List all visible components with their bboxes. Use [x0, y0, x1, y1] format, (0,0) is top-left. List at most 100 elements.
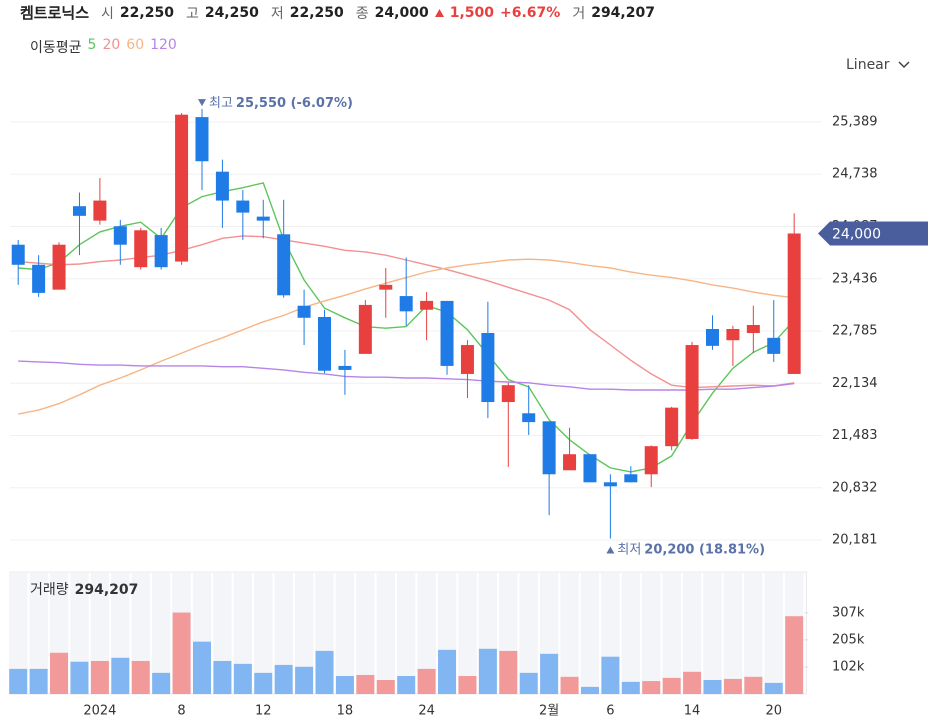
volume-tick-label: 307k [832, 605, 865, 620]
chevron[interactable] [897, 61, 910, 69]
annotation-value: 20,200 (18.81%) [644, 542, 765, 557]
volume-column [560, 573, 579, 694]
volume-bar [376, 679, 395, 694]
volume-bar [192, 641, 211, 694]
volume-column [254, 573, 273, 694]
legend-entry: 5 [87, 37, 97, 53]
volume-column [662, 573, 681, 694]
annotation: 최고 25,550 (-6.07%) [209, 96, 353, 111]
x-tick-label: 14 [684, 704, 701, 719]
quote-value: 24,250 [204, 4, 259, 21]
volume-bar [438, 649, 457, 694]
last-price-label: 24,000 [832, 226, 881, 242]
volume-column [682, 573, 702, 694]
candle-body [277, 234, 291, 296]
candle-body [460, 345, 474, 374]
quote-label: 거 [572, 5, 586, 22]
legend-entry: 20 [102, 37, 121, 53]
y-tick-label: 23,436 [832, 271, 878, 286]
volume-bar [560, 676, 579, 694]
y-tick-label: 25,389 [832, 114, 878, 129]
volume-bar [478, 648, 497, 694]
candle-body [113, 226, 127, 245]
candle-body [215, 171, 229, 201]
volume-column [580, 573, 600, 694]
volume-bar [111, 657, 130, 694]
volume-bar [254, 672, 273, 694]
volume-column [396, 573, 416, 694]
candle-body [522, 413, 536, 423]
candle-body [175, 114, 189, 262]
volume-column [417, 573, 436, 694]
candle-body [72, 206, 86, 216]
x-tick-label: 6 [606, 704, 614, 719]
last-price-tag [818, 221, 928, 246]
candle-body [154, 235, 168, 268]
volume-column [723, 573, 743, 694]
volume-bar [172, 612, 191, 694]
candle-body [481, 333, 495, 403]
volume-tick-label: 205k [832, 632, 865, 647]
candle-body [685, 345, 699, 439]
quote-header: 켐트로닉스 시 22,250 고 24,250 저 22,250 종 24,000 1,500 +… [20, 2, 655, 23]
volume-bar [540, 653, 559, 694]
quote-value: 294,207 [591, 4, 655, 21]
price-change: 1,500 [449, 4, 494, 21]
volume-bar [29, 668, 48, 694]
stock-name: 켐트로닉스 [20, 4, 90, 22]
volume-bar [233, 663, 252, 694]
x-tick-label: 2월 [539, 704, 559, 719]
quote-label: 시 [101, 5, 114, 22]
volume-bar [417, 668, 436, 694]
x-tick-label: 12 [255, 704, 272, 719]
y-tick-label: 22,785 [832, 324, 878, 339]
volume-bar [152, 672, 171, 694]
candle-body [256, 216, 270, 221]
volume-bar [499, 650, 518, 694]
volume-bar [274, 664, 293, 694]
candle-body [93, 200, 107, 221]
y-tick-label: 24,738 [832, 167, 878, 182]
volume-bar [397, 676, 416, 694]
candle-body [195, 117, 209, 162]
volume-bar [580, 686, 599, 694]
volume-bar [642, 681, 661, 694]
volume-bar [662, 677, 681, 694]
volume-title: 거래량 294,207 [30, 582, 138, 598]
volume-column [458, 573, 477, 694]
volume-bar [356, 674, 375, 694]
candle-body [726, 328, 740, 341]
volume-column [519, 573, 538, 694]
candle-body [11, 244, 25, 265]
volume-bar [601, 656, 620, 694]
quote-label: 저 [270, 5, 284, 22]
candle-body [358, 304, 372, 354]
up-arrow [434, 8, 444, 17]
volume-column [642, 573, 661, 694]
volume-bar [213, 660, 232, 694]
candle-body [32, 264, 46, 293]
y-tick-label: 21,483 [832, 428, 878, 443]
scale-menu-label[interactable]: Linear [846, 57, 890, 73]
annotation-marker [197, 99, 206, 107]
volume-column [9, 573, 28, 694]
volume-bar [335, 676, 354, 694]
annotation: 최저 20,200 (18.81%) [617, 542, 765, 557]
volume-column [29, 573, 48, 694]
volume-bar [295, 666, 314, 694]
scale-menu[interactable]: Linear [846, 57, 910, 73]
volume-bar [785, 616, 804, 694]
volume-column [274, 573, 293, 694]
volume-column [703, 573, 722, 694]
volume-bar [70, 661, 89, 694]
candle-body [767, 337, 781, 354]
volume-tick-label: 102k [832, 660, 865, 675]
annotation-marker [606, 546, 615, 554]
candle-body [603, 482, 617, 487]
y-tick-label: 20,832 [832, 480, 878, 495]
volume-bar [90, 660, 109, 694]
quote-value: 22,250 [289, 4, 344, 21]
candle-body [420, 300, 434, 310]
y-tick-label: 20,181 [832, 533, 878, 548]
